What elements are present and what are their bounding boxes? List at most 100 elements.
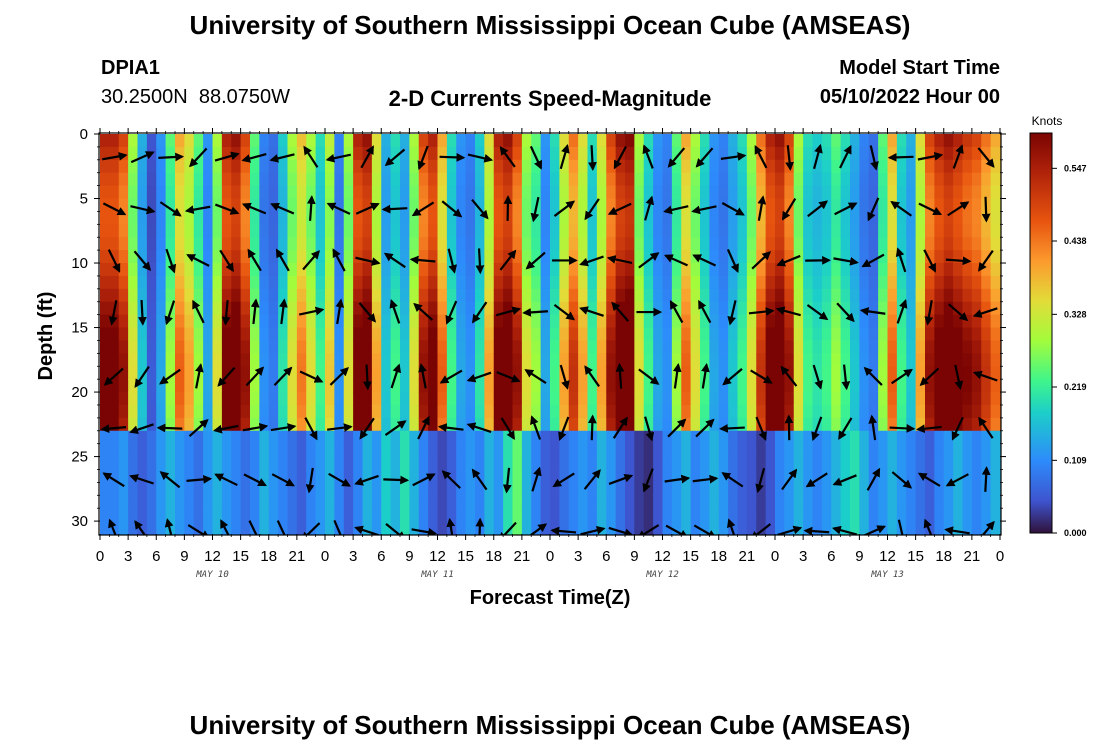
current-vector [447,248,458,274]
heatmap-cell [446,327,457,342]
heatmap-cell [550,340,560,354]
heatmap-cell [493,159,504,174]
heatmap-cell [250,224,260,238]
heatmap-cell [381,417,392,432]
heatmap-cell [718,146,729,161]
heatmap-cell [578,456,589,471]
heatmap-cell [390,482,401,496]
heatmap-cell [353,159,364,174]
heatmap-cell [156,495,167,509]
heatmap-cell [240,250,251,264]
colorbar-tick-label: 0.547 [1064,163,1087,173]
heatmap-cell [109,469,120,483]
heatmap-cell [259,469,270,483]
current-vector [498,521,517,535]
heatmap-cell [756,404,767,419]
current-vector [553,303,576,321]
heatmap-cell [812,275,823,290]
heatmap-cell [456,198,467,213]
heatmap-cell [934,521,945,535]
current-vector [583,469,601,490]
x-tick-label: 12 [654,548,671,565]
current-vector [242,422,269,432]
current-vector [130,151,155,164]
heatmap-cell [746,159,757,174]
heatmap-cell [578,443,589,458]
heatmap-cell [859,327,870,342]
heatmap-cell [400,237,410,251]
y-axis-title: Depth (ft) [35,292,57,381]
current-vector [134,366,150,388]
heatmap-cell [287,366,298,380]
heatmap-cell [671,159,682,174]
heatmap-cell [690,327,701,342]
heatmap-cell [550,198,560,213]
current-vector [355,202,380,215]
x-tick-label: 3 [574,548,582,565]
heatmap-cell [184,275,195,290]
heatmap-cell [221,366,232,380]
heatmap-cell [962,288,973,303]
heatmap-cell [971,443,982,458]
heatmap-cell [212,211,223,225]
heatmap-cell [737,172,748,187]
heatmap-cell [484,353,495,367]
heatmap-cell [184,314,195,329]
heatmap-cell [971,198,982,213]
heatmap-cell [540,288,551,303]
heatmap-cell [175,275,185,290]
heatmap-cell [943,469,954,483]
heatmap-cell [193,250,204,264]
heatmap-cell [728,134,739,148]
heatmap-cell [793,443,804,458]
heatmap-cell [475,159,485,174]
heatmap-cell [915,172,926,187]
heatmap-cell [962,430,973,445]
heatmap-cell [990,211,1001,225]
current-vector [301,522,321,535]
heatmap-cell [943,404,954,419]
heatmap-cell [381,430,392,445]
heatmap-cell [409,508,420,522]
heatmap-cell [540,263,551,277]
heatmap-cell [868,495,879,509]
heatmap-cell [662,340,673,354]
heatmap-cell [353,508,364,522]
heatmap-cell [475,456,485,471]
heatmap-cell [615,314,626,329]
heatmap-cell [221,211,232,225]
heatmap-cell [596,327,607,342]
heatmap-cell [296,353,307,367]
heatmap-cell [240,327,251,342]
heatmap-cell [737,159,748,174]
heatmap-cell [475,392,485,406]
heatmap-cell [775,508,785,522]
heatmap-cell [821,456,832,471]
heatmap-cell [728,237,739,251]
heatmap-cell [493,314,504,329]
heatmap-cell [887,275,898,290]
heatmap-cell [962,392,973,406]
heatmap-cell [371,146,382,161]
heatmap-cell [390,198,401,213]
heatmap-cell [184,508,195,522]
heatmap-cell [990,237,1001,251]
heatmap-cell [990,134,1001,148]
heatmap-cell [343,250,354,264]
heatmap-cell [709,392,720,406]
heatmap-cell [765,366,776,380]
heatmap-cell [165,275,176,290]
heatmap-cell [156,275,167,290]
current-vector [775,306,801,317]
heatmap-cell [268,275,279,290]
heatmap-cell [540,482,551,496]
heatmap-cell [240,172,251,187]
heatmap-cell [681,327,692,342]
heatmap-cell [625,250,635,264]
heatmap-cell [850,301,860,316]
heatmap-cell [850,288,860,303]
heatmap-cell [981,314,992,329]
heatmap-cell [437,443,448,458]
heatmap-cell [268,521,279,535]
heatmap-cell [475,275,485,290]
